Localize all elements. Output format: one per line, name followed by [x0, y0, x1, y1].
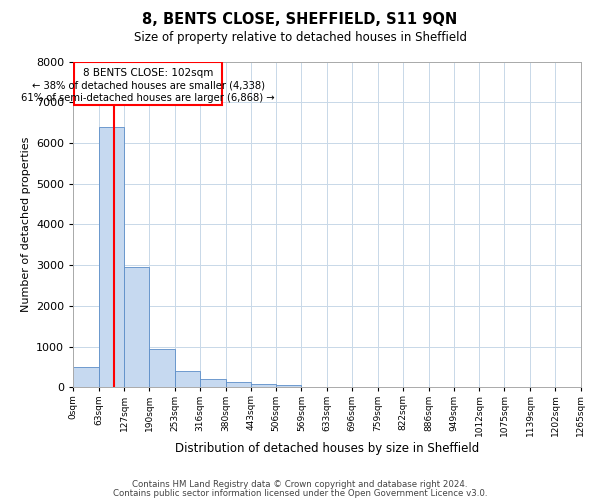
Y-axis label: Number of detached properties: Number of detached properties [20, 136, 31, 312]
Bar [149, 348, 175, 388]
Bar [73, 368, 98, 388]
FancyBboxPatch shape [74, 62, 221, 106]
Text: Contains HM Land Registry data © Crown copyright and database right 2024.: Contains HM Land Registry data © Crown c… [132, 480, 468, 489]
Bar [276, 386, 301, 388]
Bar [226, 382, 251, 388]
Text: 8, BENTS CLOSE, SHEFFIELD, S11 9QN: 8, BENTS CLOSE, SHEFFIELD, S11 9QN [142, 12, 458, 28]
Text: 8 BENTS CLOSE: 102sqm: 8 BENTS CLOSE: 102sqm [83, 68, 213, 78]
Text: 61% of semi-detached houses are larger (6,868) →: 61% of semi-detached houses are larger (… [21, 92, 275, 102]
Text: Size of property relative to detached houses in Sheffield: Size of property relative to detached ho… [133, 31, 467, 44]
Text: Contains public sector information licensed under the Open Government Licence v3: Contains public sector information licen… [113, 489, 487, 498]
Bar [175, 371, 200, 388]
Bar [200, 379, 226, 388]
Bar [124, 267, 149, 388]
Bar [98, 128, 124, 388]
X-axis label: Distribution of detached houses by size in Sheffield: Distribution of detached houses by size … [175, 442, 479, 455]
Text: ← 38% of detached houses are smaller (4,338): ← 38% of detached houses are smaller (4,… [32, 80, 265, 90]
Bar [251, 384, 276, 388]
